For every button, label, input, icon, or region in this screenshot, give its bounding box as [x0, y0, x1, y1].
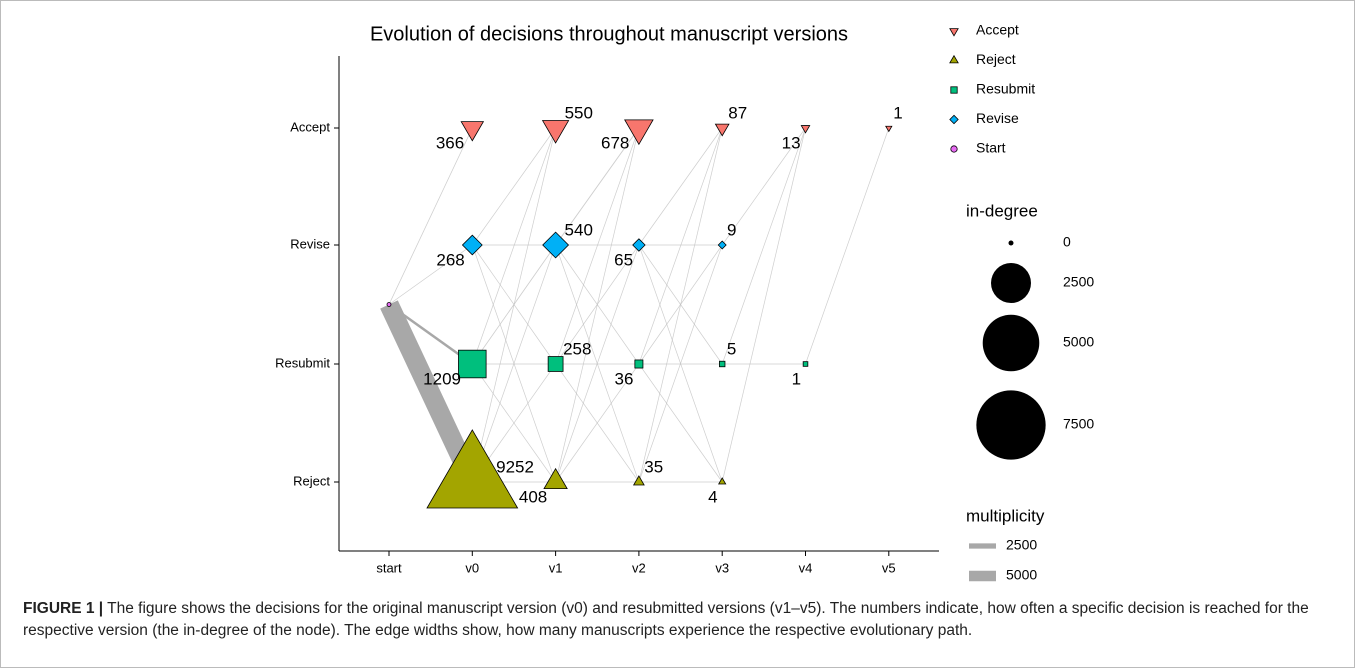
node: [461, 234, 483, 256]
node: [632, 238, 646, 252]
node-label: 550: [565, 103, 593, 122]
x-tick-label: v2: [632, 560, 646, 575]
size-legend-marker: [982, 314, 1040, 372]
node-label: 36: [615, 369, 634, 388]
node-label: 9: [727, 220, 736, 239]
edge: [638, 127, 723, 483]
legend-marker: [949, 28, 959, 37]
node-label: 4: [708, 487, 717, 506]
x-tick-label: v3: [715, 560, 729, 575]
x-tick-label: v1: [549, 560, 563, 575]
node: [543, 467, 568, 490]
legend-label: Reject: [976, 51, 1016, 67]
width-legend-label: 5000: [1006, 567, 1037, 583]
node-label: 1: [893, 103, 902, 122]
edge: [805, 127, 890, 365]
node: [632, 475, 645, 486]
chart-title: Evolution of decisions throughout manusc…: [370, 23, 848, 45]
edge: [721, 127, 806, 365]
y-tick-label: Resubmit: [275, 355, 330, 370]
edge: [555, 127, 640, 365]
node: [634, 359, 644, 369]
node: [800, 125, 811, 134]
edge: [721, 127, 806, 483]
x-tick-label: v4: [799, 560, 813, 575]
legend-marker: [950, 86, 958, 94]
y-tick-label: Accept: [290, 119, 330, 134]
edge: [638, 127, 723, 246]
edge: [471, 127, 556, 483]
node-label: 13: [782, 133, 801, 152]
node: [460, 121, 485, 142]
edge: [472, 127, 556, 246]
node-label: 1: [792, 369, 801, 388]
node-label: 35: [644, 457, 663, 476]
node-label: 258: [563, 339, 591, 358]
node: [714, 123, 730, 137]
edge: [555, 363, 640, 483]
node: [719, 360, 726, 368]
edge: [555, 244, 640, 483]
size-legend-label: 5000: [1063, 334, 1094, 350]
size-legend-marker: [991, 263, 1031, 303]
edge: [471, 244, 556, 483]
x-tick-label: start: [376, 560, 402, 575]
edge: [555, 127, 640, 246]
edge: [638, 244, 723, 483]
width-legend-title: multiplicity: [966, 506, 1045, 525]
caption-text: The figure shows the decisions for the o…: [23, 600, 1309, 639]
node: [541, 120, 570, 144]
size-legend-title: in-degree: [966, 201, 1038, 220]
size-legend-label: 7500: [1063, 416, 1094, 432]
node: [547, 356, 564, 372]
node: [885, 125, 893, 133]
edge: [555, 127, 640, 483]
size-legend-label: 0: [1063, 234, 1071, 250]
node-label: 1209: [423, 369, 461, 388]
node: [717, 240, 727, 250]
x-tick-label: v0: [465, 560, 479, 575]
edge: [380, 300, 482, 487]
legend-marker: [949, 114, 959, 125]
width-legend-label: 2500: [1006, 537, 1037, 553]
node: [458, 349, 487, 379]
node: [426, 429, 519, 509]
legend-marker: [949, 54, 959, 64]
edge: [388, 244, 473, 305]
node-label: 5: [727, 339, 736, 358]
node-label: 678: [601, 133, 629, 152]
legend-label: Revise: [976, 110, 1019, 126]
node: [542, 231, 570, 259]
node-label: 65: [614, 250, 633, 269]
edge: [388, 127, 473, 305]
caption: FIGURE 1 | The figure shows the decision…: [23, 598, 1343, 642]
legend-label: Start: [976, 140, 1006, 156]
legend-label: Resubmit: [976, 81, 1035, 97]
node: [802, 361, 809, 367]
edge: [638, 363, 723, 483]
x-tick-label: v5: [882, 560, 896, 575]
size-legend-marker: [976, 390, 1046, 460]
edge: [471, 127, 556, 365]
node: [718, 477, 727, 485]
size-legend-label: 2500: [1063, 274, 1094, 290]
node-label: 9252: [496, 457, 534, 476]
size-legend-marker: [1008, 240, 1014, 246]
node-label: 408: [519, 487, 547, 506]
node-label: 87: [728, 103, 747, 122]
caption-label: FIGURE 1 |: [23, 600, 104, 617]
node-label: 366: [436, 133, 464, 152]
node: [386, 302, 392, 307]
edge: [721, 127, 806, 246]
node-label: 540: [565, 220, 593, 239]
chart: Evolution of decisions throughout manusc…: [275, 22, 1094, 583]
y-tick-label: Reject: [293, 473, 330, 488]
edge: [638, 127, 723, 365]
legend-label: Accept: [976, 22, 1019, 38]
node-label: 268: [436, 250, 464, 269]
y-tick-label: Revise: [290, 236, 330, 251]
legend-marker: [950, 145, 958, 153]
node: [624, 119, 654, 146]
